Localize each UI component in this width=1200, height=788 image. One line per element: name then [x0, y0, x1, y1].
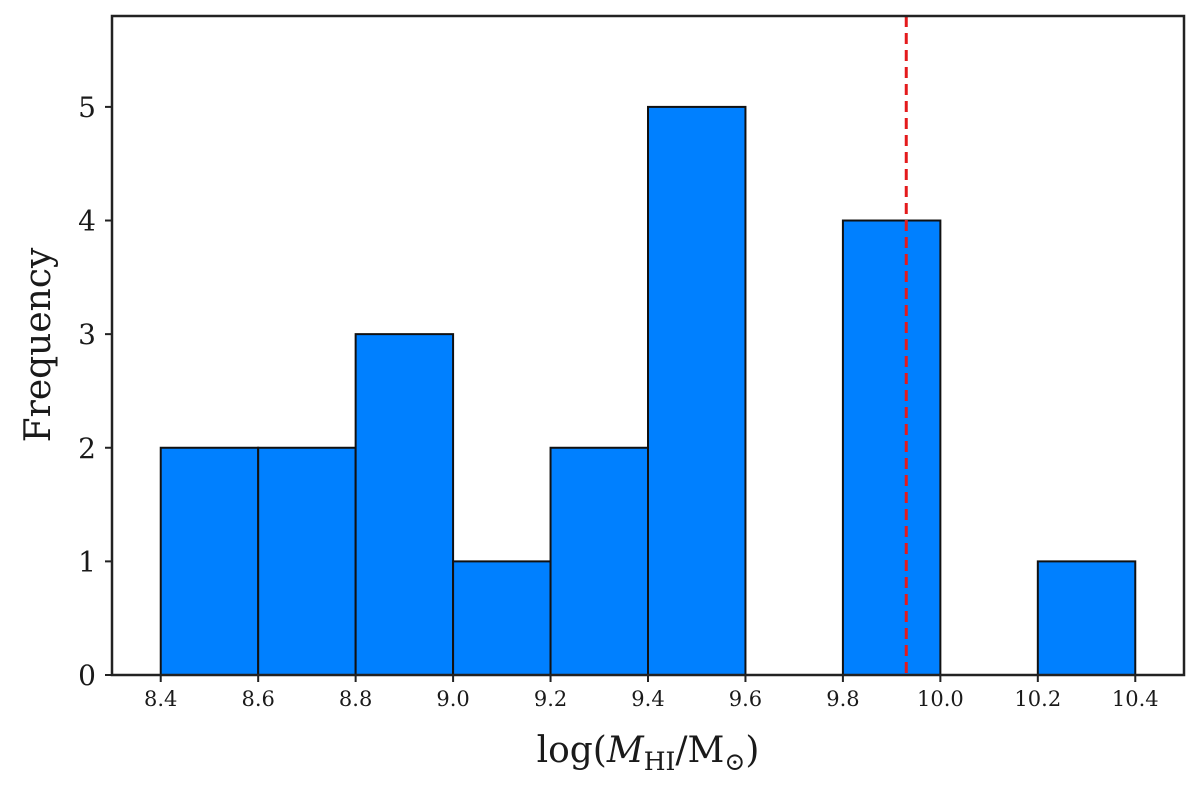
bars-group [159, 105, 1137, 677]
x-tick-label: 10.0 [917, 687, 964, 711]
y-axis-label: Frequency [18, 247, 59, 442]
x-label-slash: /M [675, 730, 724, 771]
x-axis-label: log(MHI/M⊙) [537, 730, 760, 776]
histogram-bar [1036, 560, 1137, 677]
histogram-bar [452, 560, 552, 677]
x-tick-label: 9.4 [631, 687, 664, 711]
y-tick-label: 0 [78, 659, 96, 692]
x-axis-ticks: 8.4 8.6 8.8 9.0 9.2 9.4 9.6 9.8 10.0 10.2 10.4 [144, 675, 1159, 711]
x-tick-label: 9.6 [729, 687, 762, 711]
histogram-bar [159, 446, 260, 676]
x-tick-label: 8.6 [241, 687, 274, 711]
y-tick-label: 4 [78, 205, 96, 238]
histogram-bar [354, 333, 455, 676]
x-tick-label: 9.2 [534, 687, 567, 711]
x-tick-label: 8.8 [339, 687, 372, 711]
x-label-sub2: ⊙ [724, 747, 745, 776]
x-tick-label: 9.0 [436, 687, 469, 711]
x-label-prefix: log( [537, 730, 607, 771]
y-tick-label: 2 [78, 432, 96, 465]
histogram-bar [647, 105, 747, 677]
x-tick-label: 8.4 [144, 687, 177, 711]
y-tick-label: 1 [78, 545, 96, 578]
x-tick-label: 10.2 [1014, 687, 1061, 711]
y-tick-label: 5 [78, 91, 96, 124]
y-axis-ticks: 0 1 2 3 4 5 [78, 91, 112, 692]
y-tick-label: 3 [78, 318, 96, 351]
x-tick-label: 9.8 [826, 687, 859, 711]
histogram-bar [257, 446, 357, 676]
x-label-var: M [606, 730, 645, 771]
histogram-bar [841, 219, 942, 676]
x-tick-label: 10.4 [1112, 687, 1159, 711]
histogram-bar [549, 446, 650, 676]
x-label-suffix: ) [745, 730, 759, 771]
x-label-sub: HI [644, 747, 676, 776]
